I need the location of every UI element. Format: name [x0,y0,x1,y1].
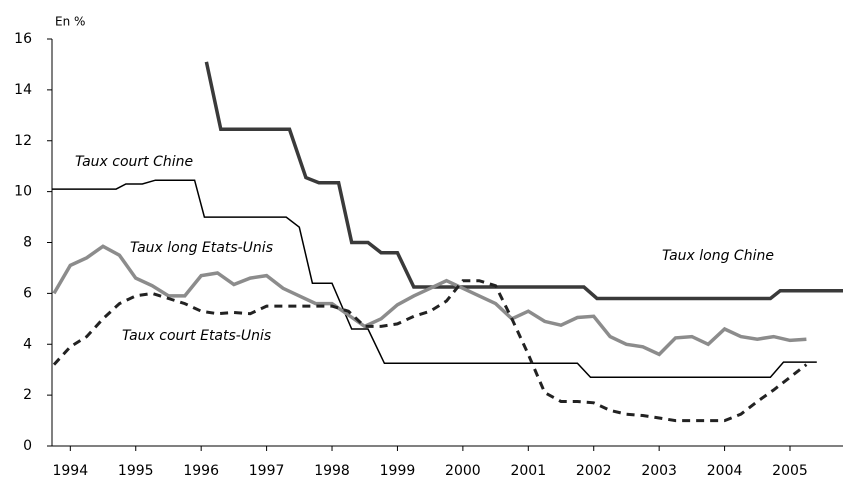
series-label: Taux long Etats-Unis [130,240,273,256]
series-label: Taux court Etats-Unis [122,328,271,344]
series-label: Taux long Chine [662,248,774,264]
x-tick-label: 1997 [249,463,285,479]
x-tick-label: 1999 [380,463,416,479]
y-tick-label: 8 [23,235,32,251]
series-line [52,244,807,357]
x-tick-label: 2000 [445,463,481,479]
series-label: Taux court Chine [75,154,193,170]
series-line [204,61,843,301]
y-tick-label: 14 [14,82,32,98]
x-tick-label: 1995 [118,463,154,479]
y-tick-label: 2 [23,387,32,403]
x-tick-label: 2001 [510,463,546,479]
x-tick-label: 1998 [314,463,350,479]
x-tick-label: 1996 [183,463,219,479]
y-axis-label: En % [55,15,85,29]
x-tick-label: 2005 [772,463,808,479]
y-tick-label: 0 [23,438,32,454]
x-tick-label: 2002 [576,463,612,479]
y-tick-label: 16 [14,31,32,47]
series-line [52,279,808,423]
y-tick-label: 4 [23,336,32,352]
series-line [52,179,817,379]
y-tick-label: 10 [14,184,32,200]
y-tick-label: 12 [14,133,32,149]
x-tick-label: 2004 [707,463,743,479]
y-tick-label: 6 [23,285,32,301]
x-tick-label: 1994 [52,463,88,479]
x-tick-label: 2003 [641,463,677,479]
